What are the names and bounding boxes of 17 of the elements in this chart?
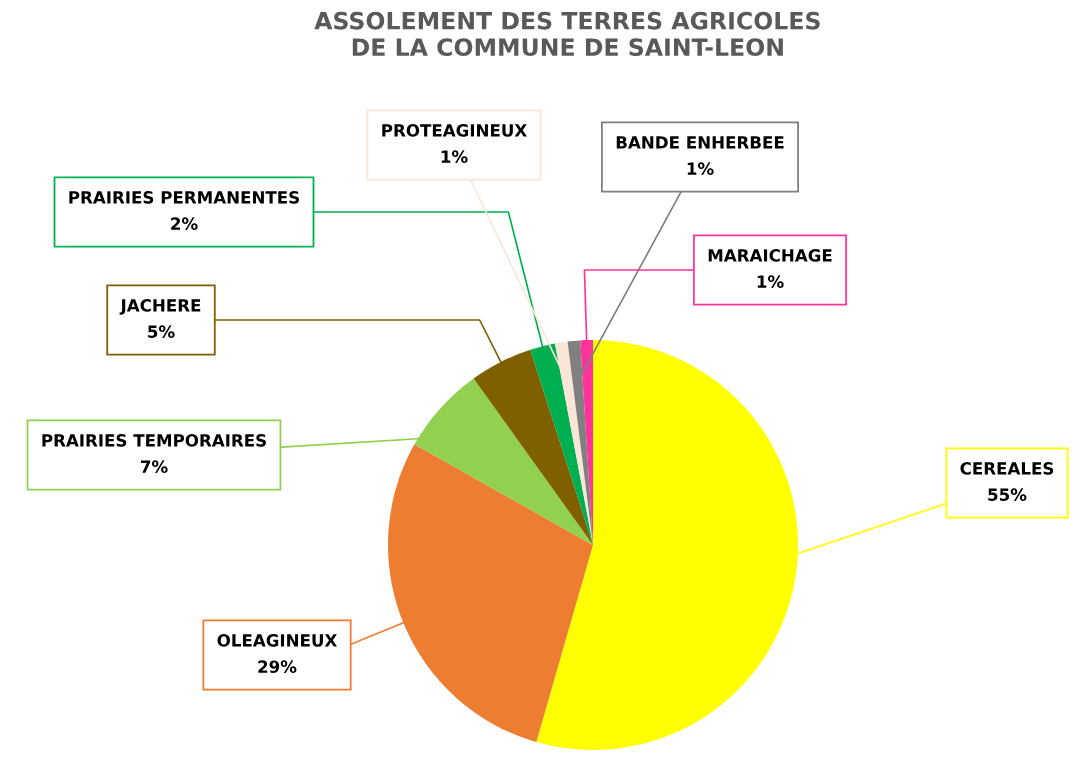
slice-label: MARAICHAGE: [708, 249, 832, 262]
slice-label: OLEAGINEUX: [217, 634, 337, 647]
slice-label: PROTEAGINEUX: [382, 124, 527, 137]
chart-title: ASSOLEMENT DES TERRES AGRICOLES DE LA COMMUNE DE SAINT-LEON: [314, 11, 820, 57]
data-label: 1%: [757, 275, 784, 288]
slice-label: PRAIRIES PERMANENTES: [69, 191, 299, 204]
data-label: 55%: [988, 488, 1027, 501]
slice-label: CEREALES: [960, 462, 1054, 475]
slice-label: PRAIRIES TEMPORAIRES: [42, 434, 266, 447]
data-label: 1%: [441, 150, 468, 163]
slice-label: JACHERE: [119, 299, 201, 315]
data-label: 7%: [140, 460, 168, 473]
data-label: 2%: [171, 217, 198, 230]
data-label: 1%: [687, 162, 714, 175]
data-label: 5%: [148, 325, 175, 338]
data-label: 29%: [258, 660, 297, 673]
slice-label: BANDE ENHERBEE: [616, 136, 784, 149]
